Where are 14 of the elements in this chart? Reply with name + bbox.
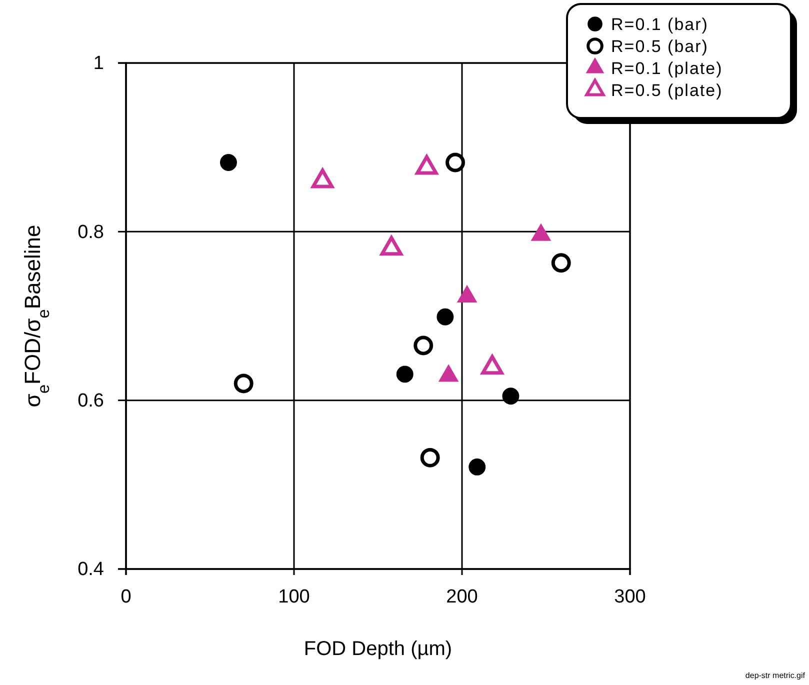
x-tick-label: 100 <box>278 586 310 608</box>
y-tick-label: 1 <box>93 53 104 74</box>
legend-label: R=0.1 (plate) <box>611 59 723 78</box>
legend-label: R=0.1 (bar) <box>611 15 708 34</box>
y-tick-label: 0.6 <box>78 390 104 412</box>
x-tick-label: 300 <box>614 586 646 608</box>
legend-label: R=0.5 (plate) <box>611 81 723 100</box>
text: dep-str metric.gif <box>745 671 806 680</box>
x-tick-label: 0 <box>120 586 132 608</box>
x-axis-title: FOD Depth (µm) <box>304 638 452 660</box>
legend-label: R=0.5 (bar) <box>611 37 708 56</box>
x-tick-label: 200 <box>446 586 478 608</box>
y-tick-label: 0.4 <box>78 559 104 580</box>
y-tick-label: 0.8 <box>78 222 104 243</box>
